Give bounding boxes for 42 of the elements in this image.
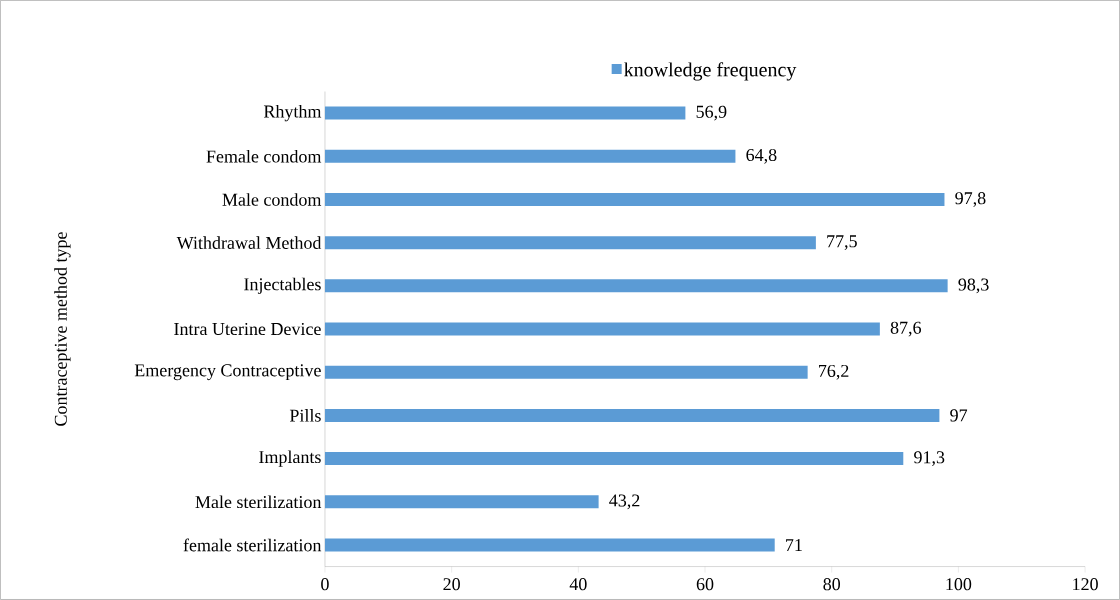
bar (324, 365, 808, 379)
bar (324, 279, 948, 293)
x-tick-label: 0 (321, 578, 329, 591)
x-tick-label: 40 (569, 578, 587, 591)
data-label: 97 (950, 409, 968, 422)
data-label: 77,5 (827, 235, 857, 250)
y-tick-label: Intra Uterine Device (174, 323, 321, 336)
y-tick-label: Pills (289, 409, 321, 422)
data-label: 87,6 (890, 321, 922, 337)
data-label: 56,9 (696, 105, 727, 121)
x-tick-label: 20 (443, 578, 460, 591)
y-tick-label: Male sterilization (195, 495, 322, 509)
data-label: 71 (786, 539, 802, 551)
y-tick-label: Withdrawal Method (176, 236, 322, 250)
y-tick-label: female sterilization (183, 538, 322, 552)
bar (324, 322, 880, 336)
data-label: 43,2 (609, 494, 640, 510)
bar (324, 495, 599, 509)
x-tick-label: 100 (946, 578, 972, 591)
x-tick-label: 60 (696, 578, 714, 591)
data-label: 98,3 (958, 278, 989, 294)
data-label: 91,3 (914, 451, 945, 466)
y-tick-label: Male condom (222, 193, 322, 206)
y-tick-label: Female condom (206, 149, 322, 163)
x-tick-label: 80 (823, 578, 841, 591)
bar (324, 408, 940, 422)
bar (324, 149, 736, 163)
y-tick-label: Injectables (244, 277, 321, 295)
y-tick-label: Implants (259, 450, 321, 467)
data-label: 97,8 (955, 192, 986, 207)
bar (324, 538, 775, 552)
bar (324, 193, 945, 207)
bar (324, 236, 816, 250)
bar (324, 452, 904, 466)
y-axis-title: Contraceptive method type (54, 232, 71, 426)
data-label: 76,2 (819, 364, 849, 380)
bar (324, 106, 686, 120)
x-tick-label: 120 (1073, 578, 1098, 591)
legend-label: knowledge frequency (624, 62, 797, 81)
data-label: 64,8 (746, 148, 777, 164)
y-tick-label: Emergency Contraceptive (134, 364, 321, 381)
y-tick-label: Rhythm (263, 104, 322, 122)
